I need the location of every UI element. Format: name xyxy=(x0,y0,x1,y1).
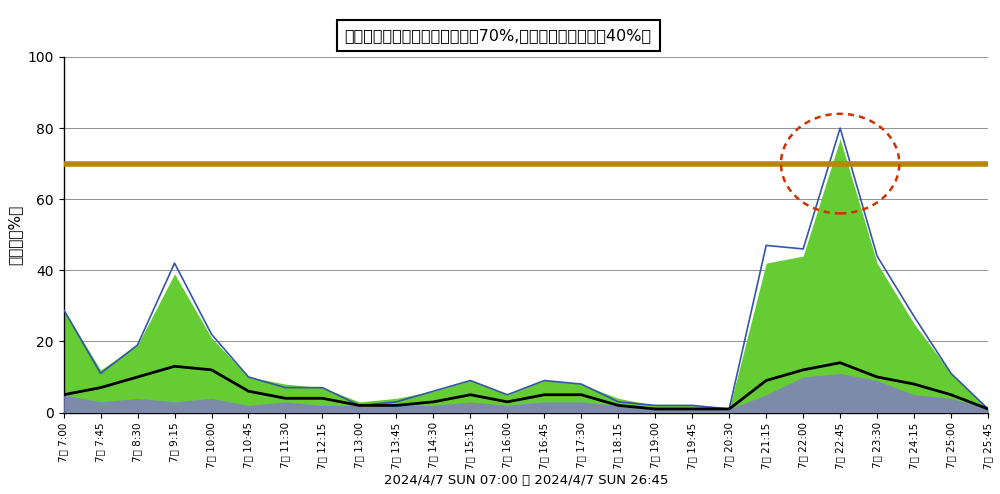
X-axis label: 2024/4/7 SUN 07:00 － 2024/4/7 SUN 26:45: 2024/4/7 SUN 07:00 － 2024/4/7 SUN 26:45 xyxy=(384,474,668,487)
Y-axis label: 使用率（%）: 使用率（%） xyxy=(7,205,22,265)
Text: プロセッサ使用予測（能力比：70%,移行ジョブの割合：40%）: プロセッサ使用予測（能力比：70%,移行ジョブの割合：40%） xyxy=(345,28,652,42)
